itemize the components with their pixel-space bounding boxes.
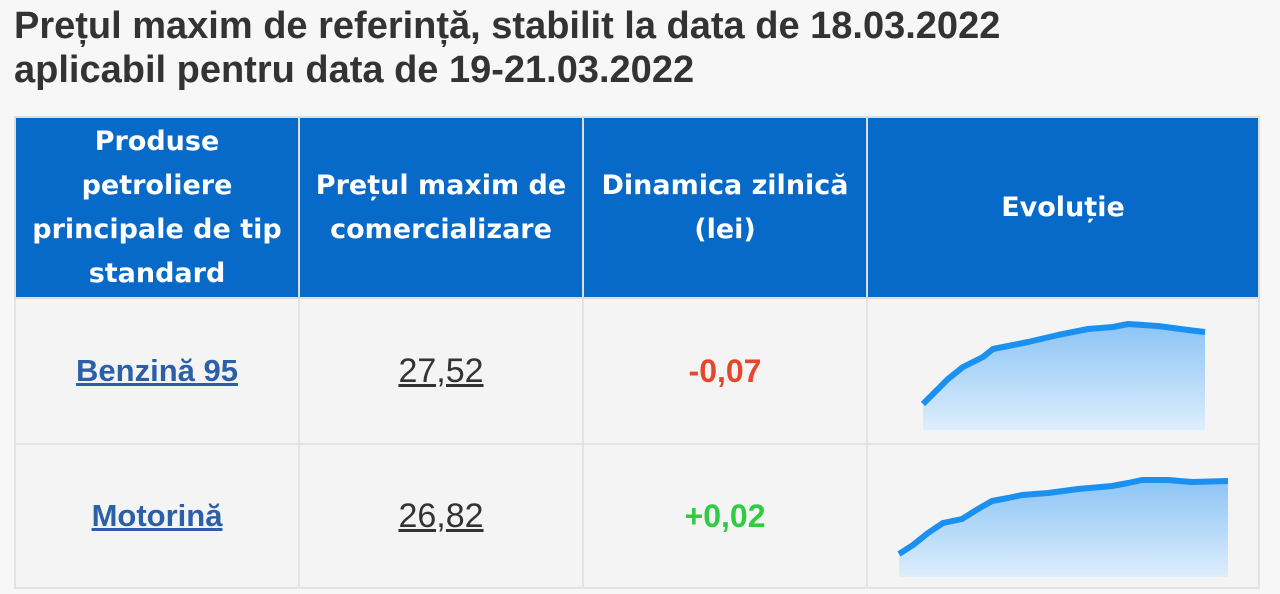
title-line: Prețul maxim de referință, stabilit la d… [14,5,1001,47]
cell: Benzină 95 [14,297,300,445]
sparkline-area [899,480,1228,577]
cell: Motorină [14,443,300,589]
sparkline-area [923,324,1205,430]
cell: 26,82 [298,443,584,589]
header-cell: Produse petroliere principale de tip sta… [14,116,300,299]
cell [866,443,1260,589]
cell: 27,52 [298,297,584,445]
product-link[interactable]: Benzină 95 [76,353,238,388]
header-cell: Prețul maxim de comercializare [298,116,584,299]
sparkline [897,477,1229,577]
cell: +0,02 [582,443,868,589]
price: 27,52 [398,351,484,390]
header-cell: Evoluție [866,116,1260,299]
sparkline-line [920,321,1206,407]
title-line: aplicabil pentru data de 19-21.03.2022 [14,49,695,91]
dynamic: -0,07 [688,352,762,389]
cell: -0,07 [582,297,868,445]
dynamic: +0,02 [684,497,766,534]
title: Prețul maxim de referință, stabilit la d… [14,4,1000,92]
sparkline-line [897,477,1229,557]
header-cell: Dinamica zilnică (lei) [582,116,868,299]
cell [866,297,1260,445]
price: 26,82 [398,496,484,535]
sparkline [920,321,1206,430]
product-link[interactable]: Motorină [91,498,223,533]
price-table: Produse petroliere principale de tip sta… [14,116,1260,589]
